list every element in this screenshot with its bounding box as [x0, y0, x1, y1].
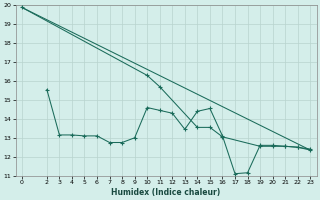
X-axis label: Humidex (Indice chaleur): Humidex (Indice chaleur) — [111, 188, 221, 197]
